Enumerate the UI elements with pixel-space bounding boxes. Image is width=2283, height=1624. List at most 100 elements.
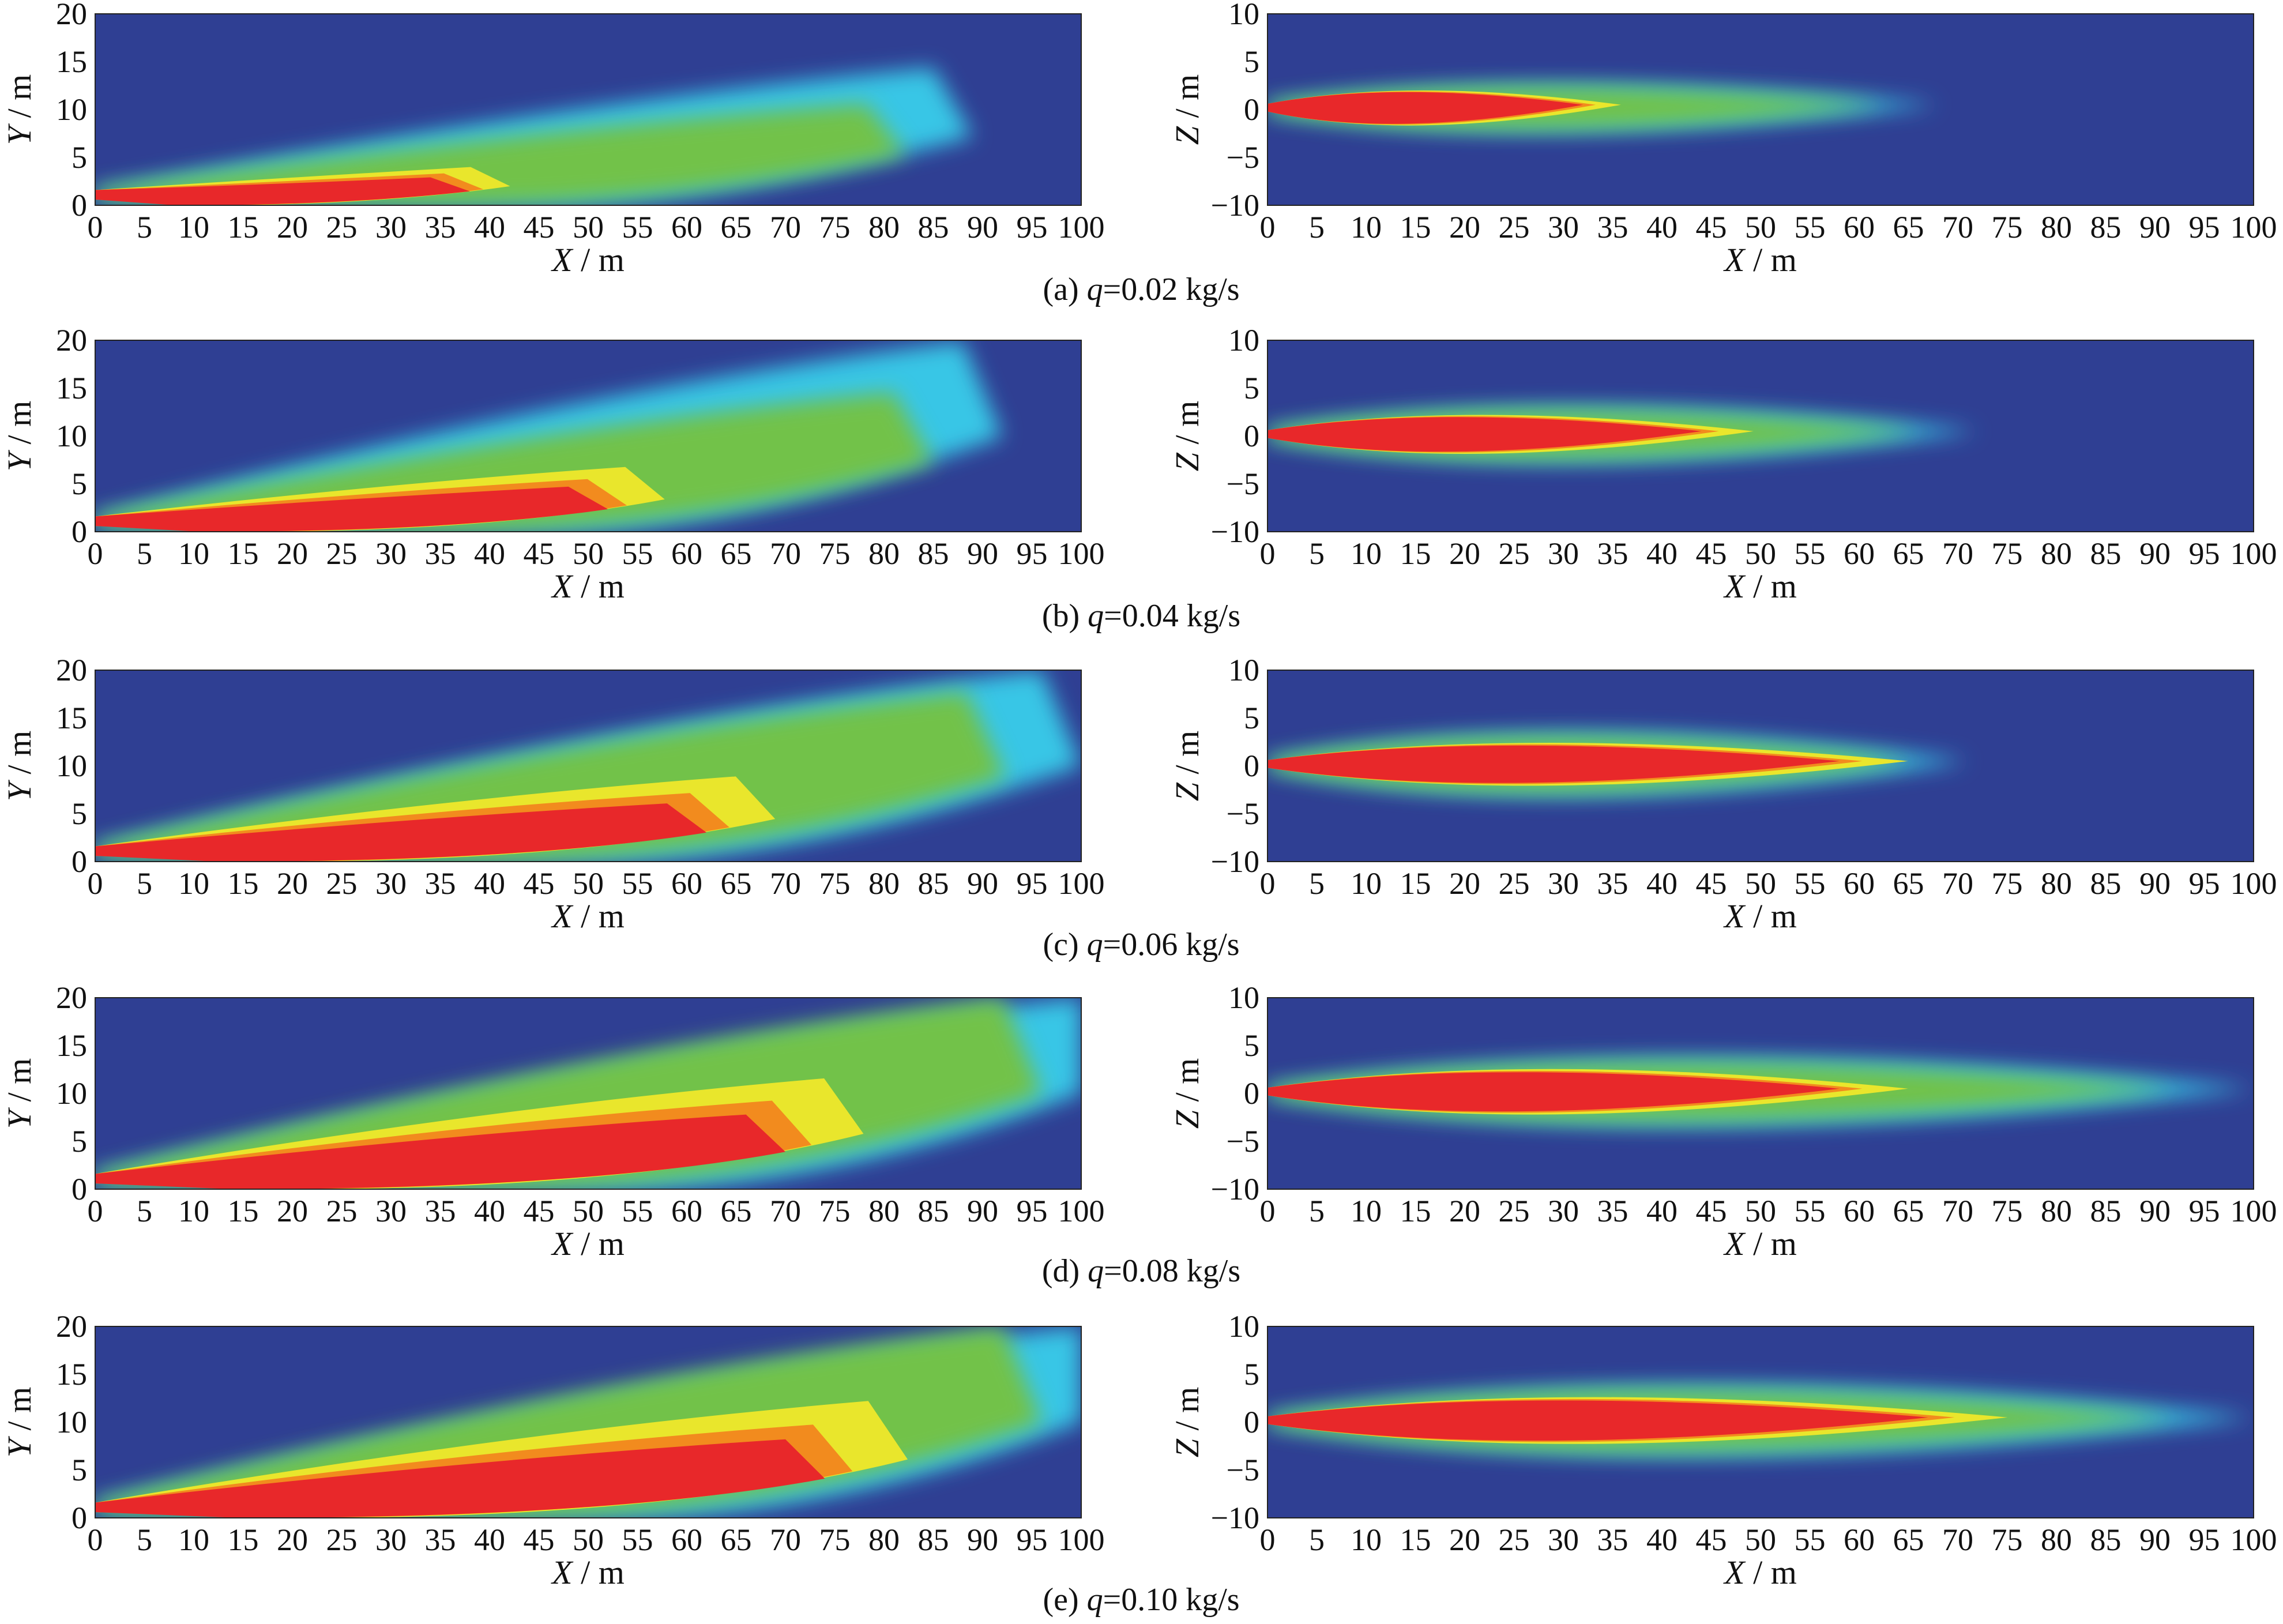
x-tick-label: 20: [277, 536, 308, 571]
y-tick-label: 5: [1244, 44, 1259, 79]
y-tick-label: 0: [72, 844, 87, 879]
x-tick-label: 0: [1260, 866, 1276, 901]
y-tick-label: 15: [56, 44, 87, 79]
x-tick-label: 30: [1548, 1522, 1579, 1557]
x-tick-label: 70: [1942, 866, 1973, 901]
x-tick-label: 10: [178, 1194, 209, 1228]
x-tick-label: 5: [1309, 1194, 1325, 1228]
x-tick-label: 45: [1696, 866, 1727, 901]
x-tick-label: 85: [2090, 210, 2122, 245]
y-tick-label: 0: [1244, 749, 1259, 783]
x-tick-label: 55: [622, 866, 653, 901]
heatmap-field: [1268, 407, 1978, 462]
y-tick-label: 10: [56, 92, 87, 127]
row-caption: (d) q=0.08 kg/s: [1042, 1253, 1240, 1289]
x-tick-label: 65: [721, 210, 752, 245]
x-tick-label: 20: [277, 210, 308, 245]
x-tick-label: 95: [1017, 1522, 1048, 1557]
heatmap-field: [1268, 1058, 2254, 1126]
panel-c-right: 0 5 10 15 20 25 30 35 40 45 50 55 60 65 70 75 80 85 90 95 10…: [1168, 653, 2277, 935]
x-tick-label: 25: [326, 1522, 358, 1557]
y-tick-label: 15: [56, 1357, 87, 1392]
x-tick-label: 95: [1017, 210, 1048, 245]
x-tick-label: 45: [524, 1194, 555, 1228]
x-tick-label: 100: [2231, 536, 2277, 571]
x-tick-label: 60: [671, 536, 702, 571]
x-tick-label: 80: [2041, 866, 2072, 901]
x-tick-label: 55: [1795, 1522, 1826, 1557]
x-tick-label: 5: [137, 1194, 152, 1228]
x-tick-label: 50: [1745, 536, 1776, 571]
x-tick-label: 0: [1260, 1194, 1276, 1228]
x-tick-label: 15: [1400, 536, 1431, 571]
y-tick-label: 20: [56, 323, 87, 358]
x-tick-label: 100: [2231, 210, 2277, 245]
x-tick-label: 65: [1893, 1522, 1924, 1557]
x-tick-label: 55: [622, 1522, 653, 1557]
x-tick-label: 5: [137, 866, 152, 901]
x-tick-label: 15: [1400, 210, 1431, 245]
panel-d-right: 0 5 10 15 20 25 30 35 40 45 50 55 60 65 70 75 80 85 90 95 10…: [1168, 980, 2277, 1262]
x-tick-label: 95: [2189, 210, 2220, 245]
x-tick-label: 85: [2090, 1522, 2122, 1557]
x-tick-label: 35: [425, 536, 456, 571]
x-tick-label: 90: [2139, 210, 2171, 245]
y-tick-label: 10: [56, 1405, 87, 1439]
plot-frame: [95, 13, 1082, 206]
x-tick-label: 75: [1992, 866, 2023, 901]
y-tick-label: −10: [1211, 188, 1259, 223]
x-tick-label: 35: [425, 1522, 456, 1557]
x-tick-label: 85: [918, 1194, 949, 1228]
x-tick-label: 95: [2189, 1522, 2220, 1557]
x-tick-label: 0: [1260, 536, 1276, 571]
x-tick-label: 65: [1893, 1194, 1924, 1228]
x-tick-label: 50: [573, 866, 604, 901]
y-axis-label: Z / m: [1168, 401, 1206, 472]
x-tick-label: 100: [1058, 210, 1105, 245]
x-tick-label: 45: [1696, 1522, 1727, 1557]
x-tick-label: 85: [2090, 866, 2122, 901]
panel-b-right: 0 5 10 15 20 25 30 35 40 45 50 55 60 65 70 75 80 85 90 95 10…: [1168, 323, 2277, 605]
x-tick-label: 75: [819, 866, 851, 901]
y-tick-label: 0: [1244, 1405, 1259, 1439]
x-tick-label: 85: [918, 1522, 949, 1557]
panel-a-left: 0 5 10 15 20 25 30 35 40 45 50 55 60 65 70 75 80 85 90 95 10…: [1, 0, 1105, 279]
x-tick-label: 60: [671, 866, 702, 901]
y-axis-label: Y / m: [1, 1387, 38, 1458]
plume-layer-5: [1268, 745, 1840, 783]
plume-layer-5: [1268, 1072, 1840, 1112]
x-tick-label: 55: [1795, 536, 1826, 571]
x-tick-label: 0: [1260, 210, 1276, 245]
x-tick-label: 70: [770, 1522, 801, 1557]
x-tick-label: 55: [622, 536, 653, 571]
x-tick-label: 55: [1795, 210, 1826, 245]
x-tick-label: 100: [1058, 866, 1105, 901]
x-axis-label: X / m: [1723, 897, 1797, 935]
x-tick-label: 10: [178, 536, 209, 571]
x-tick-label: 75: [1992, 1194, 2023, 1228]
x-tick-label: 15: [228, 866, 259, 901]
x-tick-label: 0: [88, 536, 103, 571]
plot-frame: [1267, 340, 2254, 532]
x-tick-label: 65: [1893, 866, 1924, 901]
x-tick-label: 25: [1499, 1522, 1530, 1557]
x-tick-label: 65: [1893, 536, 1924, 571]
y-tick-label: 5: [1244, 1357, 1259, 1392]
y-axis-label: Z / m: [1168, 1387, 1206, 1458]
x-tick-label: 85: [918, 210, 949, 245]
x-tick-label: 65: [721, 1522, 752, 1557]
x-tick-label: 80: [868, 1194, 900, 1228]
x-tick-label: 80: [868, 210, 900, 245]
panel-d-left: 0 5 10 15 20 25 30 35 40 45 50 55 60 65 70 75 80 85 90 95 10…: [1, 980, 1105, 1262]
heatmap-field: [1268, 1385, 2254, 1456]
plot-frame: [1267, 997, 2254, 1190]
heatmap-field: [95, 341, 1003, 532]
x-tick-label: 85: [2090, 536, 2122, 571]
x-tick-label: 80: [2041, 536, 2072, 571]
x-tick-label: 75: [819, 1522, 851, 1557]
y-tick-label: 0: [72, 1172, 87, 1206]
x-tick-label: 40: [1646, 1194, 1678, 1228]
y-axis-label: Y / m: [1, 1058, 38, 1129]
x-tick-label: 50: [1745, 1522, 1776, 1557]
